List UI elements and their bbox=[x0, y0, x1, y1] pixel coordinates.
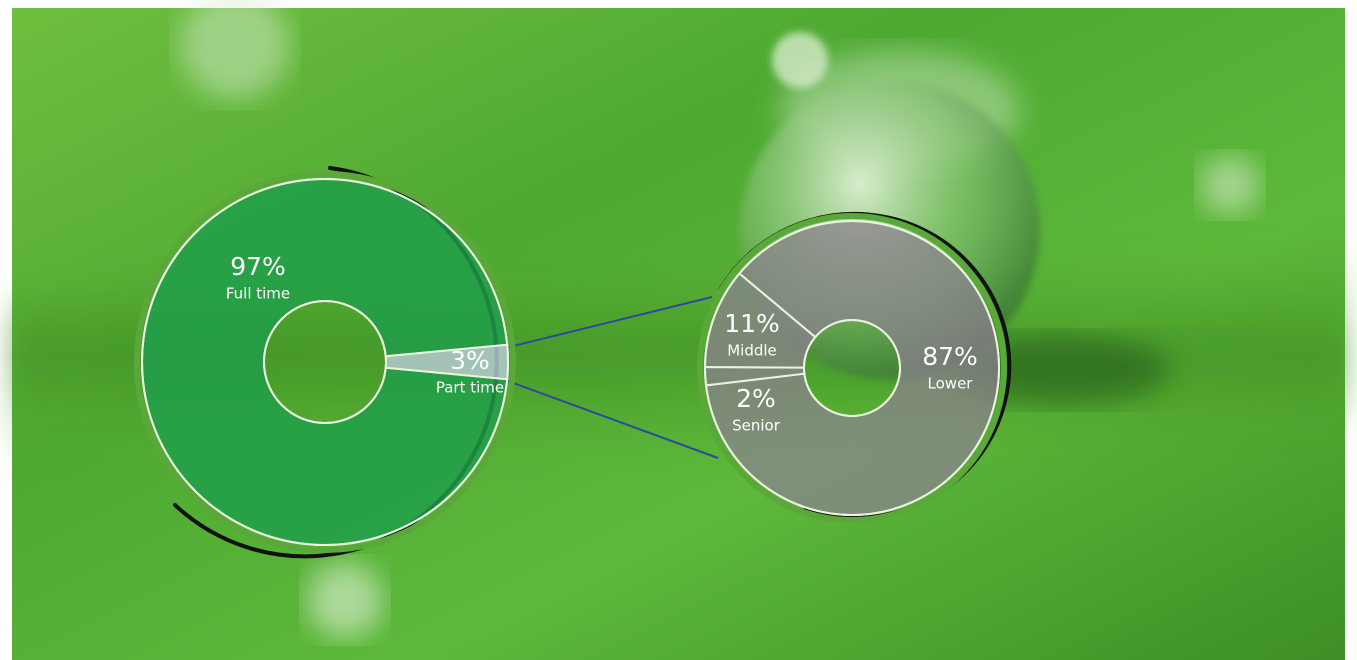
outer-ring bbox=[134, 171, 516, 553]
background bbox=[12, 0, 1345, 660]
connectors bbox=[504, 296, 719, 459]
inner-edge bbox=[803, 319, 901, 417]
value-label: 3% bbox=[450, 346, 490, 375]
category-label: Lower bbox=[928, 375, 974, 393]
value-label: 11% bbox=[724, 309, 780, 338]
pies: 97% Full time 3% Part time 87% Lower 2% Senior 1… bbox=[134, 171, 1007, 553]
category-label: Full time bbox=[226, 285, 290, 303]
outer-ring bbox=[697, 213, 1007, 523]
outer-edge bbox=[141, 178, 509, 546]
category-label: Middle bbox=[727, 342, 777, 360]
value-label: 97% bbox=[230, 252, 286, 281]
category-label: Part time bbox=[436, 379, 504, 397]
category-label: Senior bbox=[732, 417, 781, 435]
value-label: 87% bbox=[922, 342, 978, 371]
inner-edge bbox=[263, 300, 387, 424]
outer-edge bbox=[704, 220, 1000, 516]
value-label: 2% bbox=[736, 384, 776, 413]
